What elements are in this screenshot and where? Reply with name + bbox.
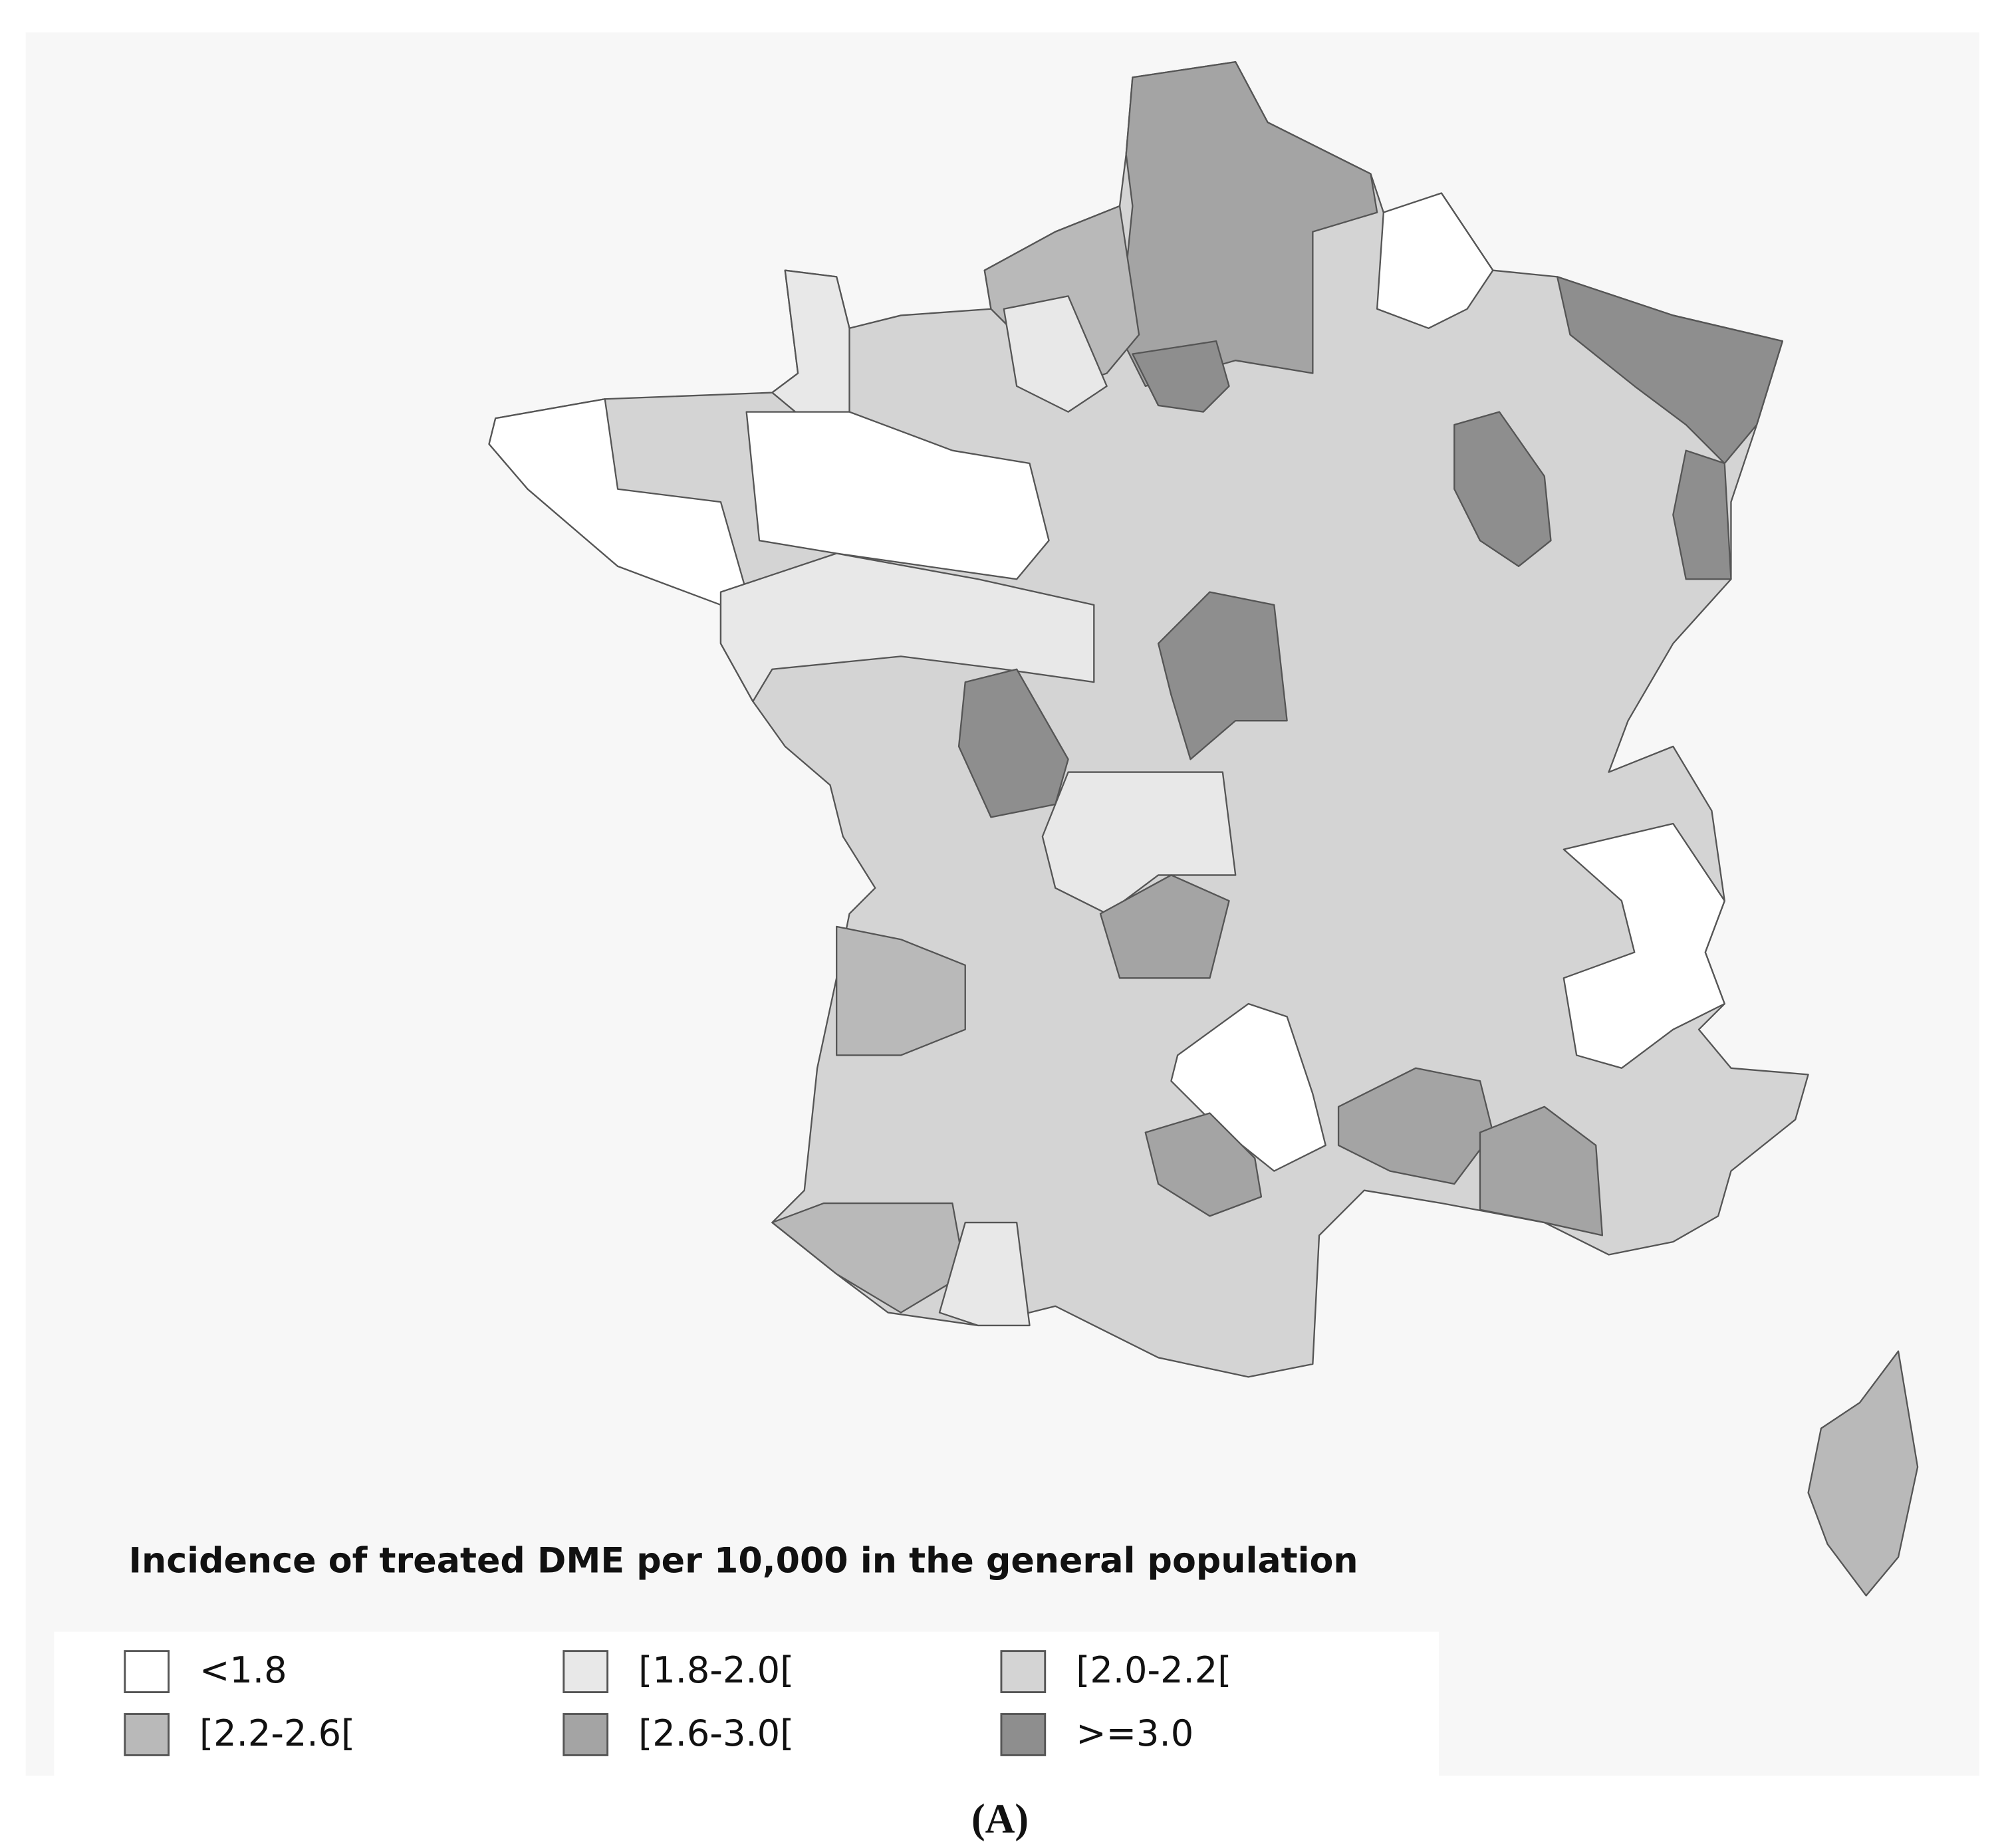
region-nievre xyxy=(1157,591,1288,760)
region-alps xyxy=(1562,822,1725,1069)
legend-label: <1.8 xyxy=(199,1649,287,1691)
region-aquitaine xyxy=(836,925,966,1056)
legend-label: [2.6-3.0[ xyxy=(638,1712,794,1754)
legend-label: [2.2-2.6[ xyxy=(199,1712,355,1754)
region-aveyron xyxy=(1144,1112,1263,1217)
map xyxy=(488,60,1809,1378)
caption: (A) xyxy=(971,1797,1029,1842)
region-creuse xyxy=(1099,874,1230,979)
region-champagne-north xyxy=(1376,192,1494,329)
legend: <1.8 [1.8-2.0[ [2.0-2.2[ [2.2-2.6[ [2.6-3.0[… xyxy=(124,1649,1231,1756)
legend-swatch xyxy=(1000,1650,1047,1694)
legend-title: Incidence of treated DME per 10,000 in t… xyxy=(129,1541,1358,1581)
legend-box xyxy=(54,1631,1439,1776)
region-lozere xyxy=(1170,1002,1326,1172)
legend-label: [2.0-2.2[ xyxy=(1076,1649,1231,1691)
region-alsace-south xyxy=(1672,449,1732,580)
region-centre-south xyxy=(1041,771,1237,915)
region-gard xyxy=(1337,1067,1494,1185)
corsica xyxy=(1807,1350,1919,1597)
region-loire-north xyxy=(745,411,1050,580)
legend-swatch xyxy=(562,1650,609,1694)
region-loire-west xyxy=(719,552,1095,703)
region-haute-marne xyxy=(1453,411,1552,568)
legend-label: [1.8-2.0[ xyxy=(638,1649,794,1691)
region-eure xyxy=(1003,295,1108,413)
legend-swatch xyxy=(124,1650,170,1694)
legend-swatch xyxy=(1000,1713,1047,1756)
legend-swatch xyxy=(562,1713,609,1756)
region-paris xyxy=(1132,340,1230,413)
region-north xyxy=(1118,60,1378,388)
region-brittany xyxy=(488,398,747,606)
legend-swatch xyxy=(124,1713,170,1756)
region-pyrenees-mid xyxy=(938,1221,1031,1327)
region-provence xyxy=(1479,1105,1604,1236)
legend-label: >=3.0 xyxy=(1076,1712,1193,1754)
